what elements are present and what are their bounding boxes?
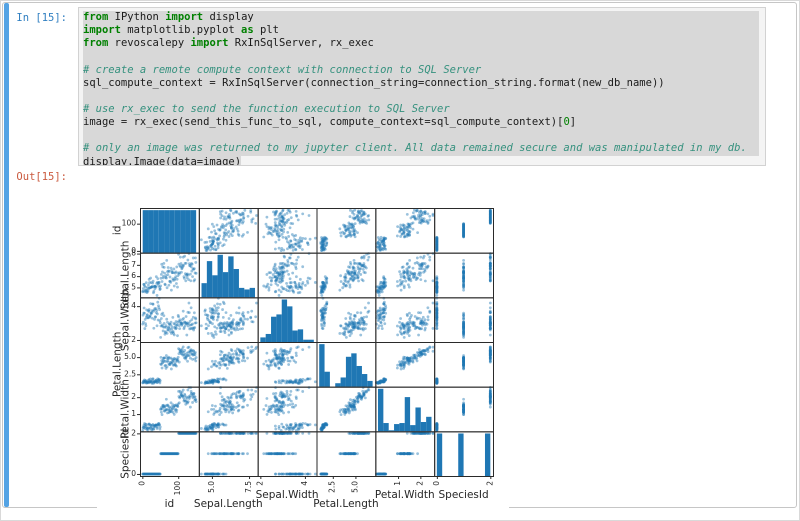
code-line[interactable] — [83, 50, 759, 64]
code-line[interactable] — [83, 129, 759, 143]
in-prompt: In [15]: — [16, 12, 67, 24]
active-cell-indicator — [4, 3, 9, 507]
code-line[interactable]: display.Image(data=image) — [83, 155, 242, 166]
code-line[interactable]: # create a remote compute context with c… — [83, 63, 759, 77]
code-line[interactable] — [83, 89, 759, 103]
code-line[interactable]: # only an image was returned to my jupyt… — [83, 142, 759, 156]
code-line[interactable]: import matplotlib.pyplot as plt — [83, 24, 759, 38]
code-lines-container: from IPython import display import matplo… — [79, 8, 765, 166]
code-line[interactable]: image = rx_exec(send_this_func_to_sql, c… — [83, 116, 759, 130]
code-editor[interactable]: from IPython import display import matplo… — [78, 7, 766, 166]
out-prompt: Out[15]: — [16, 171, 67, 183]
output-area — [97, 191, 509, 517]
code-line[interactable]: from revoscalepy import RxInSqlServer, r… — [83, 37, 759, 51]
scatter-matrix-plot — [97, 191, 509, 517]
code-line[interactable]: # use rx_exec to send the function execu… — [83, 102, 759, 117]
code-line[interactable]: sql_compute_context = RxInSqlServer(conn… — [83, 76, 759, 90]
code-line[interactable]: from IPython import display — [83, 11, 759, 25]
